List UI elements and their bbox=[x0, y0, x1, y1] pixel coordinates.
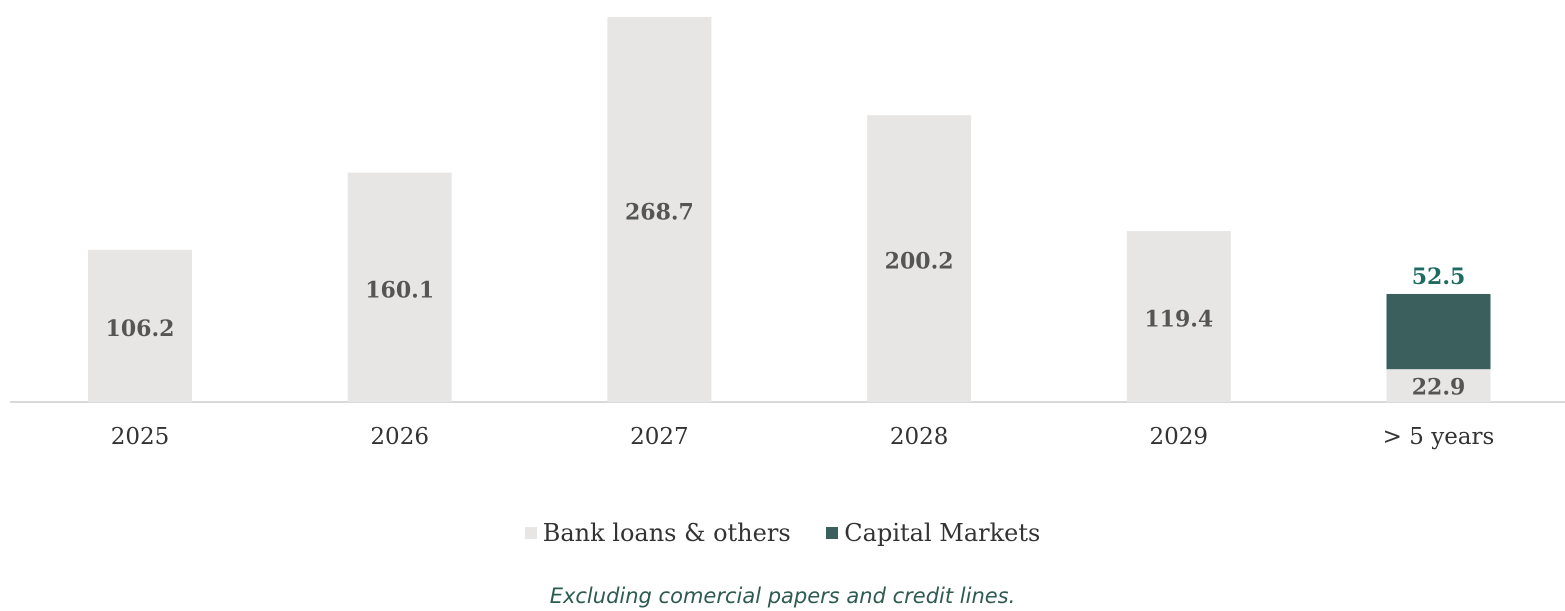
legend: Bank loans & others Capital Markets bbox=[0, 517, 1565, 547]
x-tick-labels-group: 2025 2026 2027 2028 2029 > 5 years bbox=[111, 424, 1495, 450]
legend-item-capital-markets[interactable]: Capital Markets bbox=[826, 519, 1040, 547]
data-label-bank-loans-0: 106.2 bbox=[106, 316, 175, 342]
legend-label-bank-loans: Bank loans & others bbox=[542, 519, 791, 547]
data-labels-group: 106.2 160.1 268.7 200.2 119.4 22.9 52.5 bbox=[106, 200, 1466, 401]
bar-bank-loans-4 bbox=[1126, 230, 1231, 402]
data-label-bank-loans-3: 200.2 bbox=[885, 249, 954, 275]
x-tick-label-0: 2025 bbox=[111, 424, 170, 450]
legend-item-bank-loans[interactable]: Bank loans & others bbox=[524, 519, 791, 547]
bar-capital-markets-5 bbox=[1386, 293, 1491, 370]
legend-swatch-capital-markets bbox=[826, 527, 839, 539]
x-tick-label-2: 2027 bbox=[630, 424, 689, 450]
legend-swatch-bank-loans bbox=[524, 527, 537, 539]
x-tick-label-1: 2026 bbox=[370, 424, 429, 450]
x-tick-label-4: 2029 bbox=[1150, 424, 1209, 450]
bars-group bbox=[88, 17, 1491, 402]
x-tick-label-5: > 5 years bbox=[1383, 424, 1495, 450]
legend-label-capital-markets: Capital Markets bbox=[844, 519, 1041, 547]
bar-bank-loans-5 bbox=[1386, 369, 1491, 402]
bar-bank-loans-0 bbox=[88, 249, 192, 402]
data-label-bank-loans-4: 119.4 bbox=[1144, 306, 1213, 332]
data-label-bank-loans-5: 22.9 bbox=[1412, 375, 1466, 401]
data-label-capital-markets-5: 52.5 bbox=[1412, 264, 1466, 290]
bar-bank-loans-1 bbox=[347, 172, 452, 402]
data-label-bank-loans-2: 268.7 bbox=[625, 200, 694, 226]
bar-bank-loans-2 bbox=[607, 17, 712, 402]
footnote: Excluding comercial papers and credit li… bbox=[549, 584, 1016, 608]
x-tick-label-3: 2028 bbox=[890, 424, 949, 450]
data-label-bank-loans-1: 160.1 bbox=[365, 277, 434, 303]
bar-bank-loans-3 bbox=[867, 115, 972, 402]
